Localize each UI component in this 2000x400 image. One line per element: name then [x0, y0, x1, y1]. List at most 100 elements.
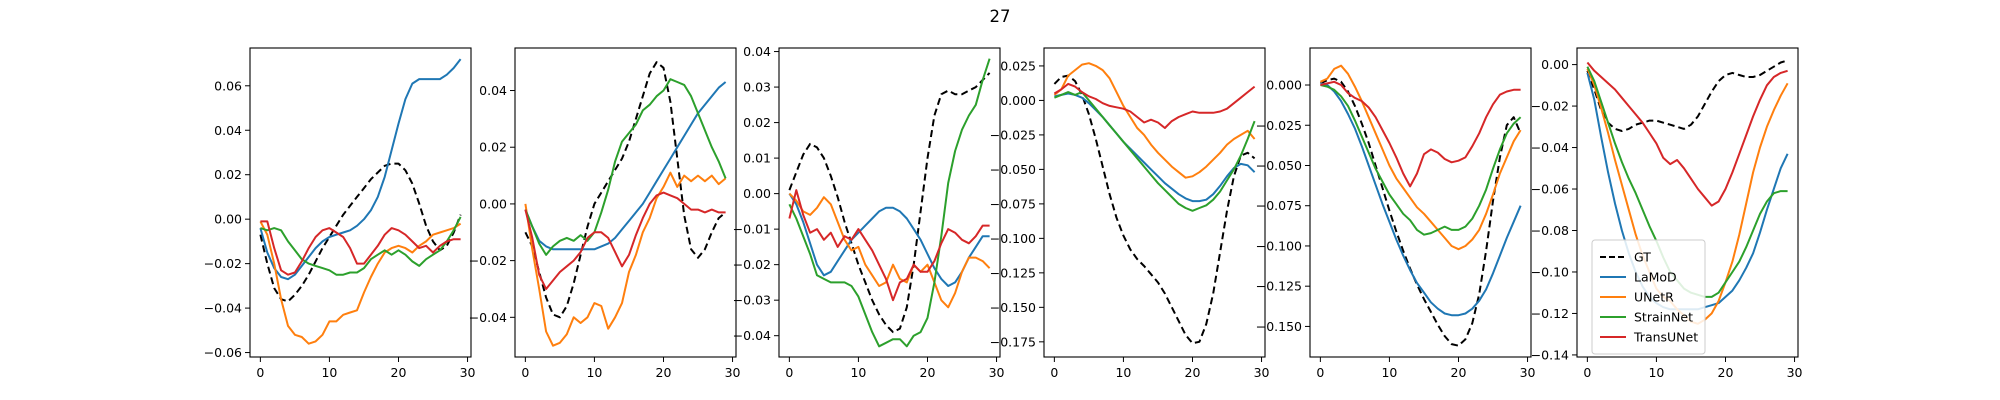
- y-tick-label: −0.100: [1256, 238, 1302, 253]
- x-tick-label: 0: [521, 365, 529, 380]
- series-strainnet-line: [788, 58, 991, 348]
- axes-frame: [1576, 47, 1799, 358]
- y-tick-label: −0.04: [204, 301, 242, 316]
- series-gt-line: [1586, 59, 1788, 132]
- y-tick-label: 0.00: [479, 196, 507, 211]
- series-lines: [1053, 62, 1256, 345]
- legend-label: UNetR: [1634, 290, 1674, 305]
- x-tick-label: 10: [1381, 365, 1397, 380]
- series-lamod-line: [259, 58, 462, 281]
- y-tick-label: −0.04: [1531, 140, 1569, 155]
- series-gt-line: [524, 61, 727, 319]
- y-tick-label: −0.125: [990, 265, 1036, 280]
- y-tick-label: 0.02: [214, 167, 242, 182]
- y-tick-label: −0.100: [990, 231, 1036, 246]
- y-tick-label: −0.075: [990, 196, 1036, 211]
- axes-frame: [514, 47, 737, 358]
- panel-5: 0 10 20 30 −0.150 −0.125 −0.100 −0.075 −0.050 −0.…: [1256, 47, 1536, 380]
- x-tick-label: 20: [656, 365, 672, 380]
- y-tick-label: 0.02: [479, 140, 507, 155]
- series-lamod-line: [1320, 82, 1522, 317]
- series-transunet-line: [1586, 61, 1788, 207]
- axes-frame: [1043, 47, 1266, 358]
- y-tick-label: 0.025: [1000, 58, 1036, 73]
- x-tick-label: 20: [1718, 365, 1734, 380]
- panel-3: 0 10 20 30 −0.04 −0.03 −0.02 −0.01 0.00 0.01 0.02 0…: [733, 44, 1005, 380]
- x-tick-label: 10: [586, 365, 602, 380]
- series-gt-line: [1053, 74, 1256, 345]
- series-gt-line: [1319, 77, 1522, 347]
- y-tick-label: −0.02: [469, 253, 507, 268]
- y-tick-label: −0.12: [1531, 306, 1569, 321]
- y-tick-label: 0.06: [214, 78, 242, 93]
- y-tick-label: −0.14: [1531, 347, 1569, 362]
- axes-frame: [1309, 47, 1532, 358]
- panel-2: 0 10 20 30 −0.04 −0.02 0.00 0.02 0.04: [469, 47, 741, 380]
- series-gt-line: [788, 72, 991, 334]
- y-tick-label: −0.150: [1256, 319, 1302, 334]
- series-unetr-line: [524, 171, 727, 347]
- x-tick-label: 20: [391, 365, 407, 380]
- axes-frame: [249, 47, 472, 358]
- y-tick-label: −0.04: [469, 310, 507, 325]
- x-tick-label: 0: [1050, 365, 1058, 380]
- y-tick-label: 0.00: [214, 212, 242, 227]
- legend-box: [1591, 239, 1706, 355]
- series-lines: [788, 58, 991, 348]
- y-tick-label: −0.02: [204, 256, 242, 271]
- x-tick-label: 10: [1115, 365, 1131, 380]
- y-tick-label: −0.06: [204, 345, 242, 360]
- series-unetr-line: [788, 192, 991, 309]
- series-strainnet-line: [260, 216, 462, 276]
- y-tick-label: 0.000: [1266, 78, 1302, 93]
- x-tick-label: 0: [1316, 365, 1324, 380]
- panel-4: 0 10 20 30 −0.175 −0.150 −0.125 −0.100 −0.075 −0.…: [990, 47, 1270, 380]
- series-transunet-line: [524, 191, 726, 290]
- x-tick-label: 30: [725, 365, 741, 380]
- x-tick-label: 10: [850, 365, 866, 380]
- x-tick-label: 30: [1254, 365, 1270, 380]
- y-tick-label: 0.00: [1541, 57, 1569, 72]
- y-tick-label: −0.02: [1531, 99, 1569, 114]
- y-tick-label: 0.000: [1000, 93, 1036, 108]
- series-lines: [524, 61, 727, 347]
- x-tick-label: 20: [1451, 365, 1467, 380]
- series-lamod-line: [788, 193, 990, 287]
- figure-title: 27: [990, 7, 1011, 26]
- panels: 0 10 20 30 −0.06 −0.04 −0.02 0.00 0.02 0.04 0.06 0 1…: [204, 44, 1803, 380]
- series-strainnet-line: [1054, 91, 1256, 212]
- series-lines: [1319, 64, 1522, 347]
- legend-label: GT: [1634, 250, 1651, 265]
- y-tick-label: 0.00: [743, 186, 771, 201]
- y-tick-label: −0.050: [1256, 158, 1302, 173]
- y-tick-label: 0.02: [743, 115, 771, 130]
- legend-label: StrainNet: [1634, 310, 1693, 325]
- x-tick-label: 0: [256, 365, 264, 380]
- y-tick-label: −0.04: [733, 328, 771, 343]
- series-transunet-line: [788, 189, 990, 302]
- y-tick-label: −0.050: [990, 162, 1036, 177]
- x-tick-label: 30: [1520, 365, 1536, 380]
- x-tick-label: 20: [920, 365, 936, 380]
- series-strainnet-line: [524, 78, 727, 256]
- legend-label: LaMoD: [1634, 270, 1677, 285]
- y-tick-label: −0.02: [733, 257, 771, 272]
- legend-label: TransUNet: [1633, 330, 1698, 345]
- series-unetr-line: [1319, 64, 1522, 251]
- x-tick-label: 30: [460, 365, 476, 380]
- y-tick-label: −0.025: [1256, 118, 1302, 133]
- legend: GT LaMoD UNetR StrainNet TransUNet: [1591, 239, 1706, 355]
- series-lamod-line: [524, 81, 727, 251]
- y-tick-label: 0.03: [743, 80, 771, 95]
- panel-1: 0 10 20 30 −0.06 −0.04 −0.02 0.00 0.02 0.04 0.06: [204, 47, 476, 380]
- y-tick-label: 0.04: [479, 83, 507, 98]
- axes-frame: [778, 47, 1001, 358]
- x-tick-label: 10: [321, 365, 337, 380]
- y-tick-label: 0.04: [743, 44, 771, 59]
- series-lamod-line: [1054, 92, 1256, 203]
- y-tick-label: −0.01: [733, 222, 771, 237]
- x-tick-label: 20: [1185, 365, 1201, 380]
- series-strainnet-line: [1320, 84, 1522, 236]
- y-tick-label: −0.06: [1531, 182, 1569, 197]
